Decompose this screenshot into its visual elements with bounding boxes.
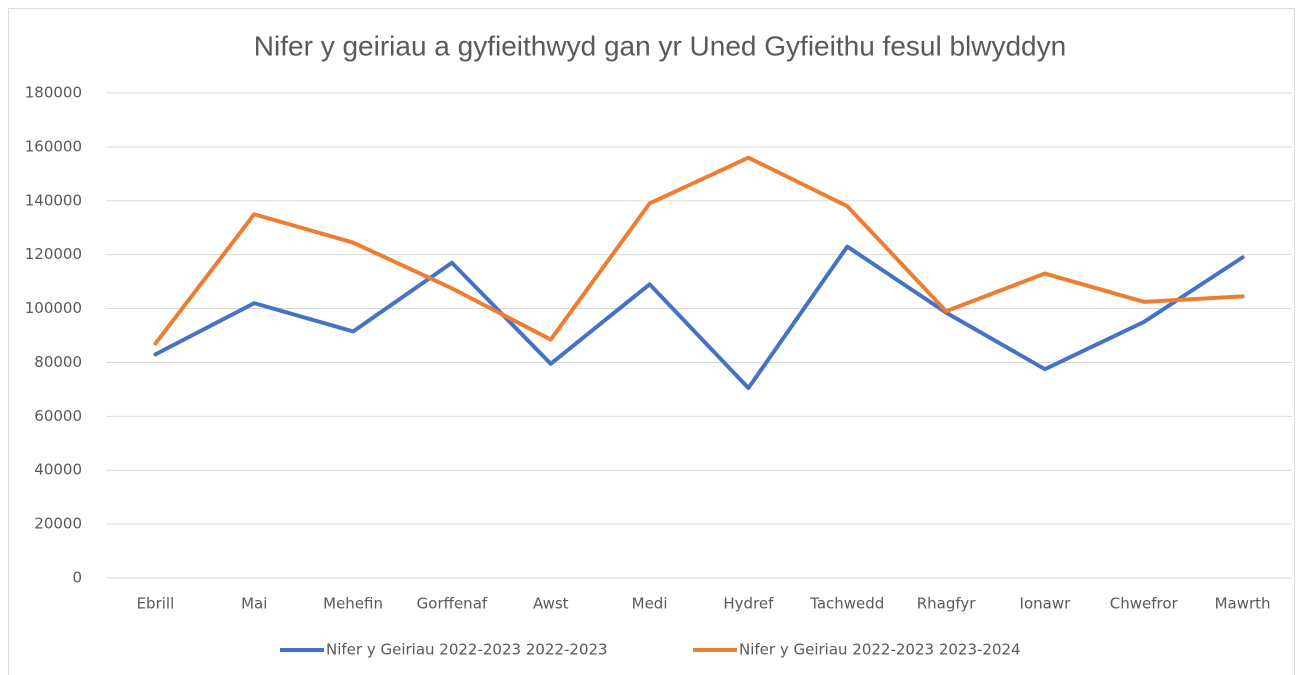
y-tick-label: 100000 <box>25 299 82 317</box>
x-tick-label: Gorffenaf <box>417 595 488 613</box>
chart-title: Nifer y geiriau a gyfieithwyd gan yr Une… <box>254 30 1066 61</box>
y-tick-label: 140000 <box>25 191 82 209</box>
y-tick-label: 180000 <box>25 84 82 102</box>
legend-label: Nifer y Geiriau 2022-2023 2022-2023 <box>326 641 608 659</box>
x-tick-label: Ionawr <box>1020 595 1072 613</box>
series-line <box>153 244 1245 391</box>
series-line <box>153 155 1245 346</box>
x-tick-label: Awst <box>533 595 569 613</box>
y-tick-label: 160000 <box>25 137 82 155</box>
x-tick-label: Medi <box>632 595 668 613</box>
x-tick-label: Mawrth <box>1215 595 1271 613</box>
legend-label: Nifer y Geiriau 2022-2023 2023-2024 <box>739 641 1021 659</box>
x-tick-label: Mai <box>241 595 267 613</box>
x-tick-label: Hydref <box>723 595 774 613</box>
x-tick-label: Chwefror <box>1110 595 1179 613</box>
y-tick-label: 20000 <box>34 515 82 533</box>
y-tick-label: 120000 <box>25 245 82 263</box>
y-tick-label: 40000 <box>34 461 82 479</box>
chart-frame <box>8 8 1295 675</box>
y-tick-label: 0 <box>72 569 82 587</box>
x-tick-label: Mehefin <box>323 595 383 613</box>
y-tick-label: 80000 <box>34 353 82 371</box>
x-tick-label: Ebrill <box>137 595 175 613</box>
y-tick-label: 60000 <box>34 407 82 425</box>
x-tick-label: Tachwedd <box>809 595 884 613</box>
x-tick-label: Rhagfyr <box>917 595 977 613</box>
